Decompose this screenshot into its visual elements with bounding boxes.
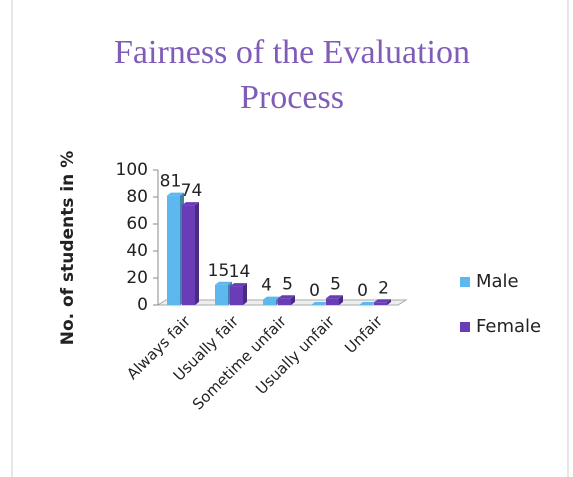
y-tick-label: 40	[126, 241, 148, 261]
y-tick-label: 20	[126, 268, 148, 288]
bar-top	[374, 299, 391, 303]
bar	[326, 298, 339, 305]
bar-top	[182, 202, 199, 206]
bar-top	[278, 295, 295, 299]
data-label: 15	[208, 261, 230, 281]
y-tick-label: 100	[116, 160, 148, 180]
bar-top	[167, 192, 184, 196]
bar	[263, 299, 276, 305]
bar	[215, 284, 228, 305]
legend-swatch	[460, 322, 470, 332]
bar	[230, 286, 243, 305]
bar-top	[359, 302, 376, 305]
y-tick-label: 60	[126, 214, 148, 234]
legend-swatch	[460, 277, 470, 287]
data-label: 0	[309, 281, 320, 301]
y-tick-label: 0	[137, 295, 148, 315]
bar	[182, 205, 195, 305]
bar-side	[291, 295, 295, 305]
bar-top	[263, 296, 280, 300]
data-label: 5	[282, 274, 293, 294]
data-label: 14	[229, 262, 251, 282]
bar-side	[339, 295, 343, 305]
chart-title: Fairness of the Evaluation Process	[114, 34, 470, 116]
bar-top	[326, 295, 343, 299]
x-tick-label: Unfair	[341, 312, 386, 357]
data-label: 0	[357, 281, 368, 301]
bar-side	[195, 202, 199, 305]
legend-label: Female	[476, 316, 541, 337]
bar	[374, 302, 387, 305]
data-label: 81	[160, 172, 182, 192]
y-tick-label: 80	[126, 187, 148, 207]
bar-side	[243, 283, 247, 305]
bar-side	[387, 299, 391, 305]
legend-label: Male	[476, 271, 519, 292]
data-label: 74	[181, 181, 203, 201]
y-axis-title: No. of students in %	[58, 151, 78, 345]
data-label: 4	[261, 276, 272, 296]
data-label: 2	[378, 278, 389, 298]
bar-top	[215, 281, 232, 285]
bar-top	[311, 302, 328, 305]
data-label: 5	[330, 274, 341, 294]
bar	[167, 195, 180, 305]
bar	[278, 298, 291, 305]
bar-top	[230, 283, 247, 287]
